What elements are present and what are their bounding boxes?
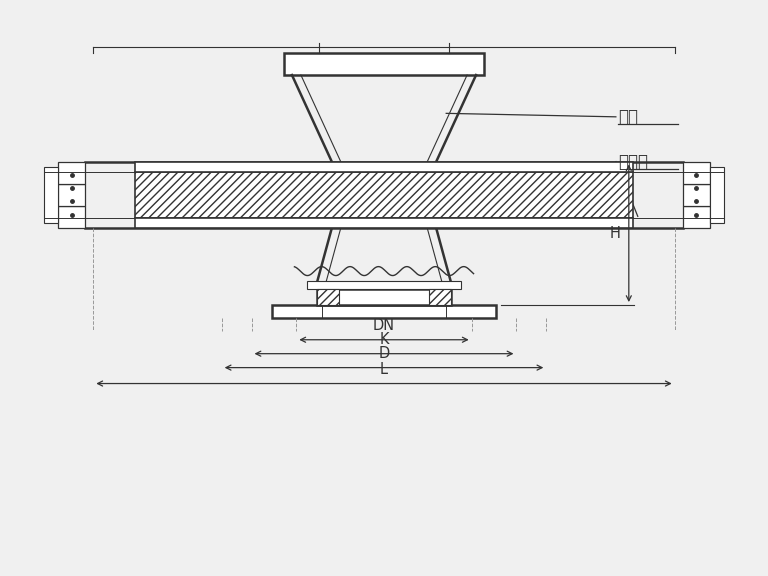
Bar (135, 172, 633, 218)
Text: K: K (379, 332, 389, 347)
Bar (58, 162, 85, 184)
Bar (44, 166, 58, 223)
Bar (683, 184, 710, 206)
Bar (683, 206, 710, 228)
Text: H: H (610, 226, 621, 241)
Bar (317, 289, 339, 305)
Bar (58, 184, 85, 206)
Text: 阻火板: 阻火板 (618, 153, 648, 170)
Bar (58, 206, 85, 228)
Text: 阀体: 阀体 (618, 108, 638, 126)
Bar (135, 218, 633, 228)
Text: L: L (380, 362, 388, 377)
Bar (429, 289, 451, 305)
Bar (317, 289, 451, 305)
Bar (272, 305, 496, 318)
Bar (284, 53, 484, 75)
Text: D: D (379, 346, 389, 361)
Bar (307, 281, 461, 289)
Text: DN: DN (373, 318, 395, 333)
Bar (710, 166, 724, 223)
Bar (683, 162, 710, 184)
Bar (135, 162, 633, 172)
